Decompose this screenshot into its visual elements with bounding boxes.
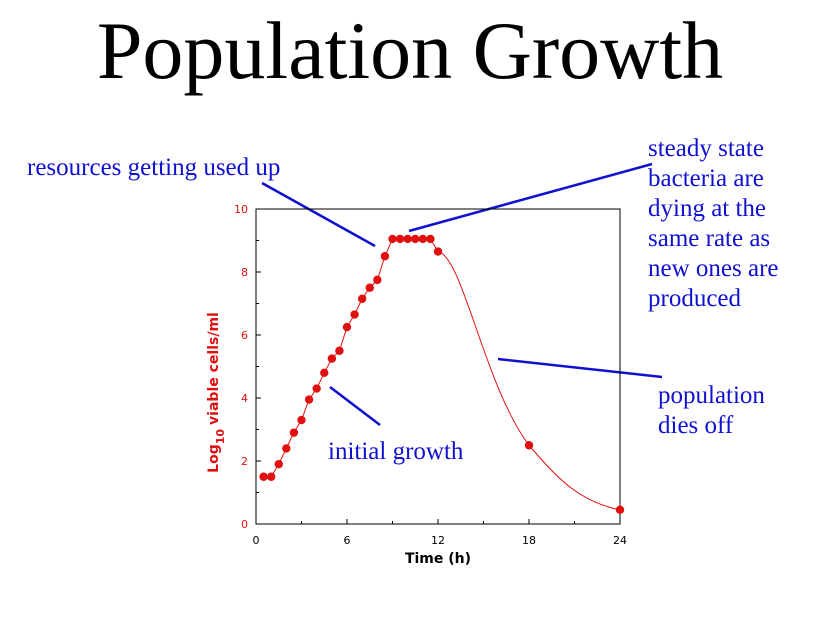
data-point [335,346,344,355]
data-point [320,368,329,377]
data-point [524,441,534,450]
annotation-connector [408,162,653,233]
y-tick-label: 6 [241,329,248,342]
annotation-initial-growth: initial growth [328,438,464,465]
data-point [388,234,397,244]
series-line [263,238,621,511]
data-point [426,234,435,244]
x-tick-label: 24 [613,534,627,547]
y-tick-label: 4 [241,392,248,405]
y-tick-label: 8 [241,266,248,279]
y-axis-title-main: Log [206,444,222,473]
y-tick-label: 0 [241,518,248,531]
y-axis-title: Log10 viable cells/ml [206,312,227,473]
data-point [304,395,314,404]
series-points [259,234,625,515]
x-tick-label: 6 [344,534,351,547]
data-point [350,310,359,319]
data-point [312,384,321,393]
annotation-steady-state: steady state bacteria are dying at the s… [648,135,779,312]
annotation-connector [261,181,376,248]
x-tick-label: 0 [253,534,260,547]
data-point [259,472,268,481]
data-point [357,294,367,303]
y-axis-title-subscript: 10 [214,429,227,445]
data-point [411,234,420,244]
data-point [327,354,337,363]
data-point [418,234,428,244]
page-title: Population Growth [96,5,724,96]
data-point [297,415,306,425]
data-point [342,322,352,332]
data-point [380,252,390,261]
annotation-connector [329,386,381,426]
annotation-connector [497,357,663,379]
data-point [289,428,299,437]
y-axis-title-rest: viable cells/ml [206,312,222,425]
x-axis-title: Time (h) [405,551,471,567]
annotation-connectors [261,162,663,426]
data-point [266,472,276,481]
data-point [615,505,625,515]
data-point [274,459,283,469]
x-tick-label: 12 [431,534,445,547]
data-point [373,275,382,285]
y-tick-label: 2 [241,455,248,468]
data-point [403,234,412,244]
data-point [433,247,443,256]
annotation-dies-off: population dies off [658,382,765,439]
data-point [395,234,405,244]
x-tick-label: 18 [522,534,536,547]
y-axis: 0 2 4 6 8 10 [234,203,261,531]
data-point [282,444,291,453]
y-tick-label: 10 [234,203,248,216]
annotation-resources: resources getting used up [27,154,281,181]
data-point [365,283,374,292]
x-axis: 0 6 12 18 24 [253,519,627,547]
